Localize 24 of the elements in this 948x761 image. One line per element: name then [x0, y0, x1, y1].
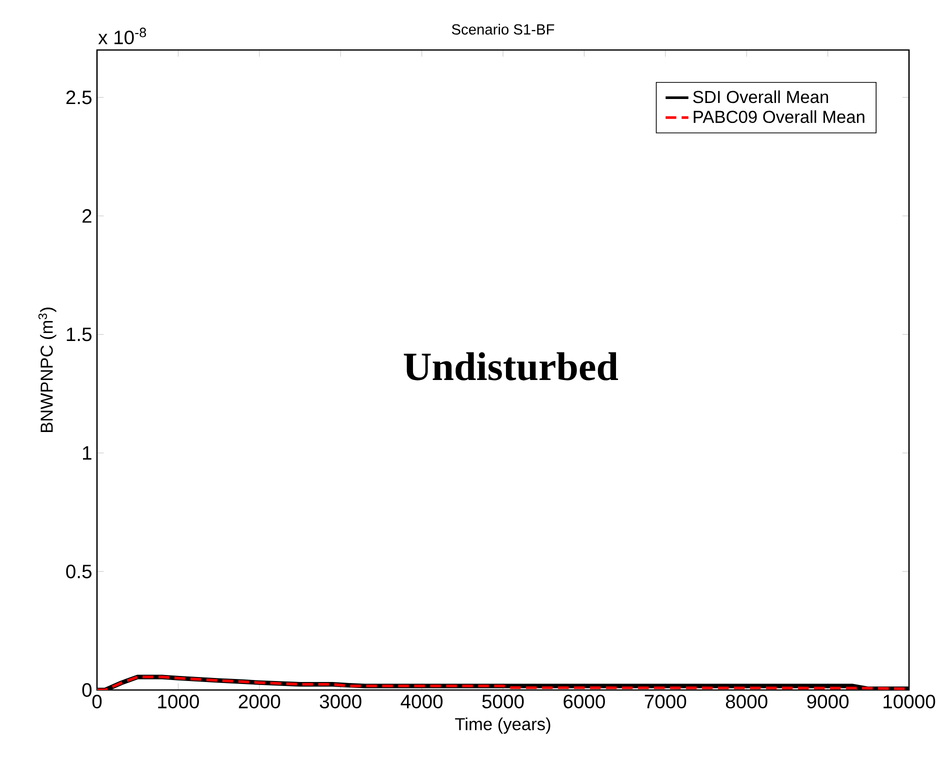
x-tick-label: 3000	[320, 694, 362, 708]
x-tick-label: 10000	[884, 694, 936, 708]
x-tick-label: 6000	[564, 694, 605, 708]
legend-label: SDI Overall Mean	[693, 90, 828, 104]
y-tick-label: 2	[82, 209, 92, 223]
x-tick-label: 4000	[400, 694, 443, 708]
y-tick-label: 0.5	[66, 564, 92, 578]
x-axis-title: Time (years)	[455, 718, 550, 734]
x-tick-label: 0	[92, 694, 102, 708]
x-tick-label: 1000	[158, 694, 199, 708]
y-tick-label: 1	[83, 446, 92, 460]
x-tick-label: 7000	[644, 694, 686, 708]
y-tick-label: 0	[82, 683, 92, 697]
x-tick-label: 9000	[807, 694, 849, 708]
y-tick-label: 1.5	[66, 328, 92, 342]
text: x 10$^{-8}$	[98, 28, 146, 44]
x-tick-label: 8000	[726, 694, 768, 708]
legend-label: PABC09 Overall Mean	[694, 110, 864, 124]
x-tick-label: 2000	[238, 694, 280, 708]
annotation: Undisturbed	[404, 352, 618, 380]
y-axis-title: BNWPNPC (m$^{3}$)	[38, 308, 56, 432]
chart-title: Scenario S1-BF	[452, 24, 554, 35]
x-tick-label: 5000	[482, 694, 524, 708]
y-tick-label: 2.5	[66, 90, 92, 104]
